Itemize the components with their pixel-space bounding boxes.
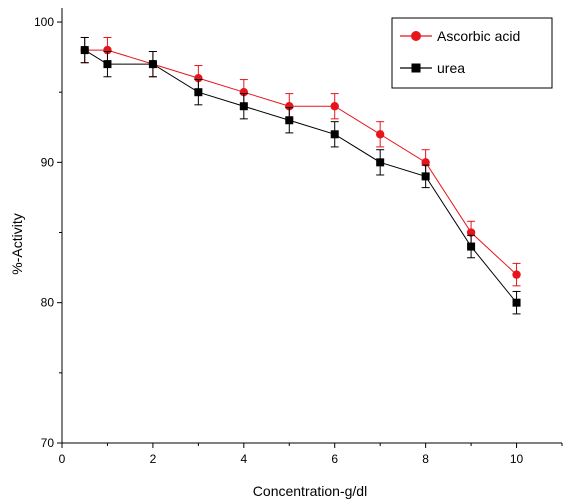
legend-box — [391, 17, 553, 89]
data-point — [80, 46, 89, 55]
data-point — [285, 116, 294, 125]
data-point — [148, 60, 157, 69]
x-tick-label: 6 — [331, 452, 338, 466]
data-point — [239, 102, 248, 111]
axes: 0 2 4 6 8 10 70 80 90 100 — [34, 8, 563, 466]
x-tick-label: 4 — [240, 452, 247, 466]
data-point — [512, 270, 521, 279]
data-point — [103, 60, 112, 69]
data-point — [194, 73, 203, 83]
data-point — [375, 130, 385, 139]
y-tick-label: 80 — [41, 296, 55, 310]
x-axis-title: Concentration-g/dl — [253, 483, 367, 499]
data-point — [466, 228, 476, 237]
data-point — [467, 242, 476, 251]
data-point — [330, 130, 339, 139]
plot-area — [80, 36, 521, 315]
data-point — [421, 158, 430, 167]
legend: Ascorbic acid urea — [391, 17, 553, 89]
legend-label: urea — [437, 60, 465, 76]
y-tick-label: 90 — [41, 155, 55, 169]
data-point — [330, 102, 339, 111]
y-tick-label: 100 — [34, 15, 54, 29]
data-point — [103, 45, 112, 55]
x-tick-label: 10 — [510, 452, 524, 466]
y-axis-title: %-Activity — [9, 213, 25, 274]
data-point — [376, 158, 385, 167]
x-tick-label: 2 — [150, 452, 157, 466]
data-point — [239, 87, 249, 97]
y-tick-label: 70 — [41, 436, 55, 450]
data-point — [512, 298, 521, 307]
series-2 — [80, 36, 521, 315]
data-point — [194, 88, 203, 97]
x-tick-label: 0 — [59, 452, 66, 466]
legend-marker — [411, 63, 421, 73]
legend-marker — [411, 31, 421, 41]
legend-label: Ascorbic acid — [437, 28, 520, 44]
data-point — [421, 172, 430, 181]
data-point — [285, 102, 294, 111]
x-tick-label: 8 — [422, 452, 429, 466]
